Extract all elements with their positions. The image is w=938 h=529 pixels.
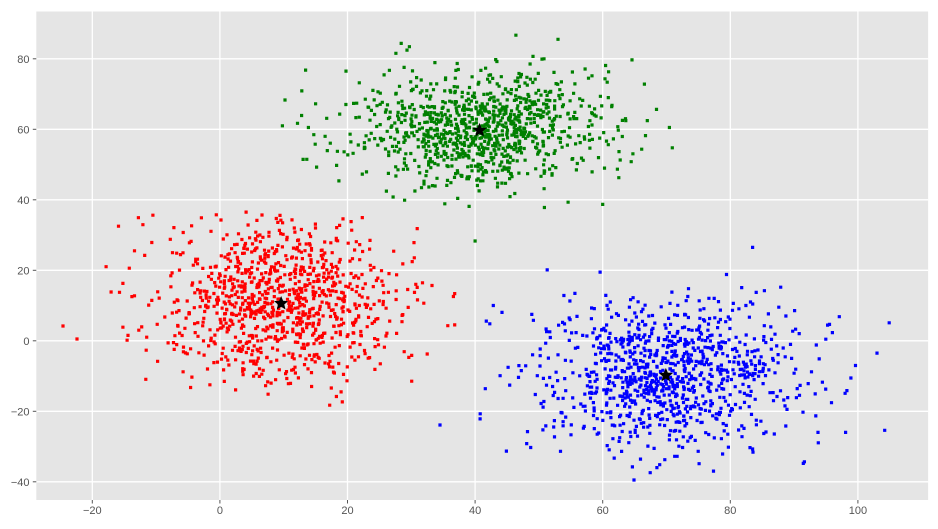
svg-text:0: 0: [217, 505, 223, 517]
svg-text:20: 20: [341, 505, 353, 517]
svg-text:60: 60: [597, 505, 609, 517]
svg-text:20: 20: [17, 265, 29, 277]
svg-text:40: 40: [17, 195, 29, 207]
svg-text:−40: −40: [11, 477, 30, 489]
svg-text:−20: −20: [11, 406, 30, 418]
svg-text:80: 80: [724, 505, 736, 517]
svg-text:40: 40: [469, 505, 481, 517]
svg-text:80: 80: [17, 54, 29, 66]
svg-text:100: 100: [849, 505, 867, 517]
svg-text:0: 0: [23, 336, 29, 348]
svg-text:60: 60: [17, 124, 29, 136]
svg-text:−20: −20: [83, 505, 102, 517]
